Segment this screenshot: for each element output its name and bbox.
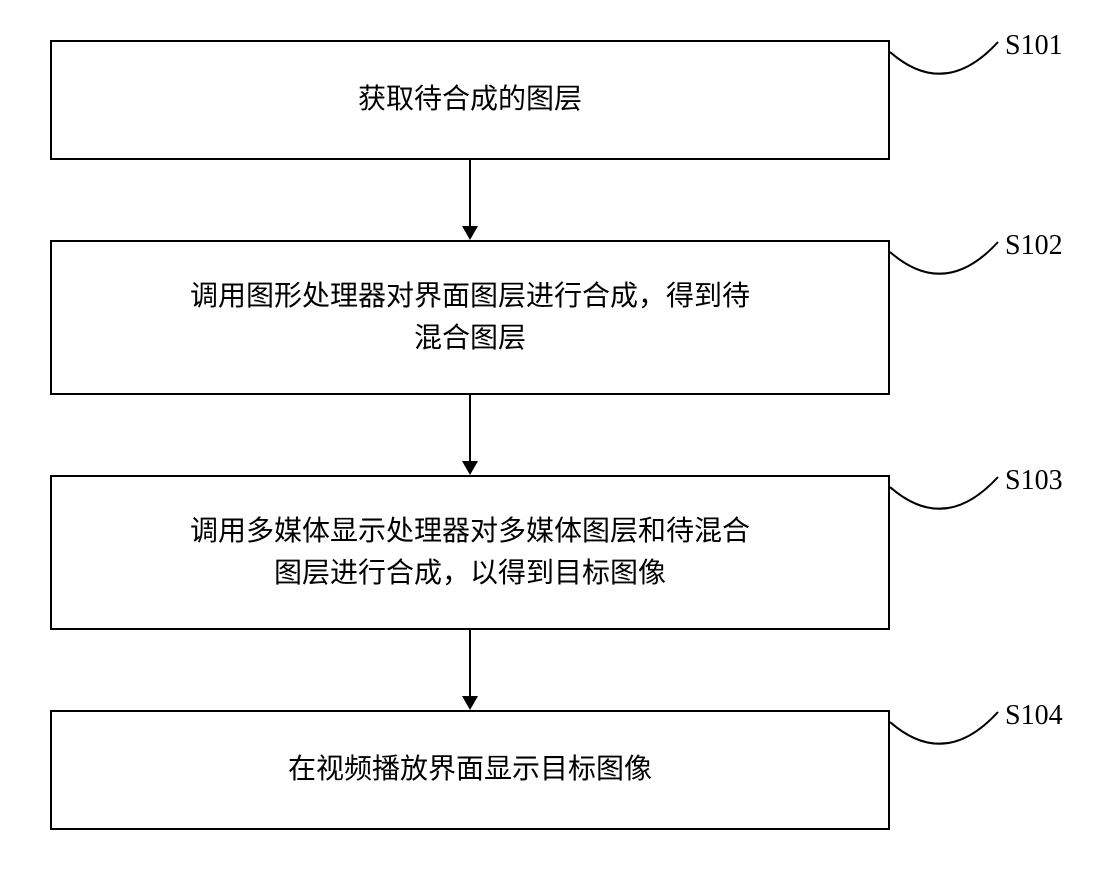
connector-curve-s104	[890, 700, 1005, 770]
step-text-s102-line1: 调用图形处理器对界面图层进行合成，得到待	[190, 281, 750, 312]
step-text-s101: 获取待合成的图层	[358, 79, 582, 121]
step-text-s102-line2: 混合图层	[414, 323, 526, 354]
step-label-s102: S102	[1005, 230, 1063, 262]
step-box-s101: 获取待合成的图层	[50, 40, 890, 160]
step-box-s104: 在视频播放界面显示目标图像	[50, 710, 890, 830]
step-box-s102: 调用图形处理器对界面图层进行合成，得到待 混合图层	[50, 240, 890, 395]
step-text-s103-line2: 图层进行合成，以得到目标图像	[274, 558, 666, 589]
step-text-s103: 调用多媒体显示处理器对多媒体图层和待混合 图层进行合成，以得到目标图像	[190, 511, 750, 595]
connector-curve-s101	[890, 30, 1005, 100]
connector-curve-s103	[890, 465, 1005, 535]
step-text-s104: 在视频播放界面显示目标图像	[288, 749, 652, 791]
step-label-s103: S103	[1005, 465, 1063, 497]
connector-curve-s102	[890, 230, 1005, 300]
step-text-s102: 调用图形处理器对界面图层进行合成，得到待 混合图层	[190, 276, 750, 360]
step-text-s103-line1: 调用多媒体显示处理器对多媒体图层和待混合	[190, 516, 750, 547]
step-label-s101: S101	[1005, 30, 1063, 62]
step-box-s103: 调用多媒体显示处理器对多媒体图层和待混合 图层进行合成，以得到目标图像	[50, 475, 890, 630]
step-label-s104: S104	[1005, 700, 1063, 732]
